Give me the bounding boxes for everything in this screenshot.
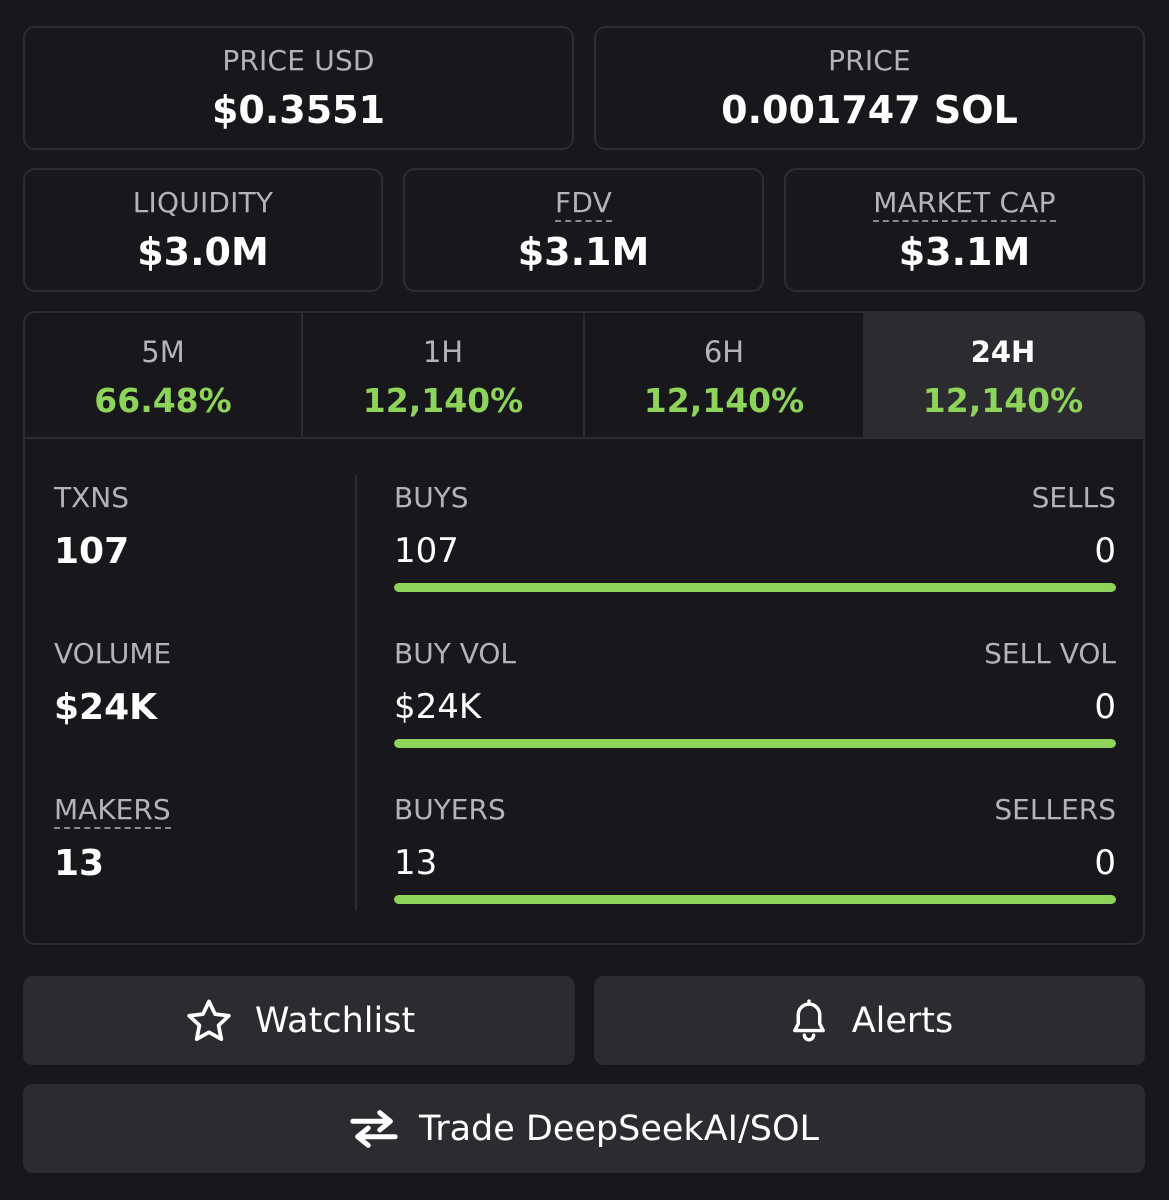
- price-usd-value: $0.3551: [211, 88, 386, 132]
- sell-vol-value: 0: [1094, 687, 1116, 727]
- fdv-value: $3.1M: [517, 230, 650, 274]
- tab-label: 5M: [141, 335, 185, 369]
- buyers-sellers-bar: [394, 895, 1116, 904]
- sellers-label: SELLERS: [994, 793, 1116, 826]
- watchlist-label: Watchlist: [254, 1000, 416, 1041]
- buy-sell-vol-bar: [394, 739, 1116, 748]
- market-cap-value: $3.1M: [898, 230, 1031, 274]
- sells-label: SELLS: [1031, 481, 1116, 514]
- buy-vol-label: BUY VOL: [394, 637, 517, 670]
- market-cap-label[interactable]: MARKET CAP: [873, 186, 1056, 222]
- tab-change: 12,140%: [643, 381, 805, 420]
- swap-arrows-icon: [350, 1109, 398, 1148]
- buy-vol-value: $24K: [394, 687, 482, 727]
- sell-vol-label: SELL VOL: [984, 637, 1116, 670]
- liquidity-card: LIQUIDITY $3.0M: [23, 168, 383, 292]
- price-native-card: PRICE 0.001747 SOL: [594, 26, 1145, 150]
- fdv-card[interactable]: FDV $3.1M: [403, 168, 764, 292]
- tab-1h[interactable]: 1H 12,140%: [301, 313, 583, 437]
- txns-label: TXNS: [54, 481, 130, 514]
- timeframe-tabs: 5M 66.48% 1H 12,140% 6H 12,140% 24H 12,1…: [25, 313, 1143, 439]
- tab-5m[interactable]: 5M 66.48%: [25, 313, 301, 437]
- volume-value: $24K: [54, 687, 158, 728]
- tab-6h[interactable]: 6H 12,140%: [583, 313, 863, 437]
- liquidity-label: LIQUIDITY: [132, 186, 274, 219]
- tab-change: 12,140%: [922, 381, 1084, 420]
- sellers-value: 0: [1094, 843, 1116, 883]
- watchlist-button[interactable]: Watchlist: [23, 976, 575, 1065]
- makers-label[interactable]: MAKERS: [54, 793, 171, 829]
- price-usd-card: PRICE USD $0.3551: [23, 26, 574, 150]
- alerts-button[interactable]: Alerts: [594, 976, 1145, 1065]
- price-usd-label: PRICE USD: [222, 44, 375, 77]
- makers-value: 13: [54, 843, 105, 884]
- trade-label: Trade DeepSeekAI/SOL: [418, 1108, 820, 1149]
- tab-label: 6H: [703, 335, 745, 369]
- price-native-label: PRICE: [828, 44, 911, 77]
- fdv-label[interactable]: FDV: [555, 186, 612, 222]
- tab-change: 66.48%: [94, 381, 232, 420]
- buys-label: BUYS: [394, 481, 469, 514]
- bell-icon: [792, 998, 825, 1041]
- buys-sells-bar: [394, 583, 1116, 592]
- buyers-value: 13: [394, 843, 438, 883]
- sells-value: 0: [1094, 531, 1116, 571]
- buyers-bar-fill: [394, 895, 1116, 904]
- tab-change: 12,140%: [362, 381, 524, 420]
- buy-vol-bar-fill: [394, 739, 1116, 748]
- price-native-value: 0.001747 SOL: [721, 88, 1018, 132]
- tab-24h[interactable]: 24H 12,140%: [863, 313, 1143, 437]
- txn-stats-panel: 5M 66.48% 1H 12,140% 6H 12,140% 24H 12,1…: [23, 311, 1145, 945]
- market-cap-card[interactable]: MARKET CAP $3.1M: [784, 168, 1145, 292]
- liquidity-value: $3.0M: [137, 230, 269, 274]
- buys-bar-fill: [394, 583, 1116, 592]
- buyers-label: BUYERS: [394, 793, 506, 826]
- tab-label: 1H: [422, 335, 464, 369]
- star-icon: [187, 999, 231, 1041]
- trade-button[interactable]: Trade DeepSeekAI/SOL: [23, 1084, 1145, 1173]
- alerts-label: Alerts: [851, 1000, 954, 1041]
- buys-value: 107: [394, 531, 459, 571]
- tab-label: 24H: [970, 335, 1036, 369]
- column-divider: [355, 475, 357, 911]
- txns-value: 107: [54, 531, 130, 572]
- volume-label: VOLUME: [54, 637, 172, 670]
